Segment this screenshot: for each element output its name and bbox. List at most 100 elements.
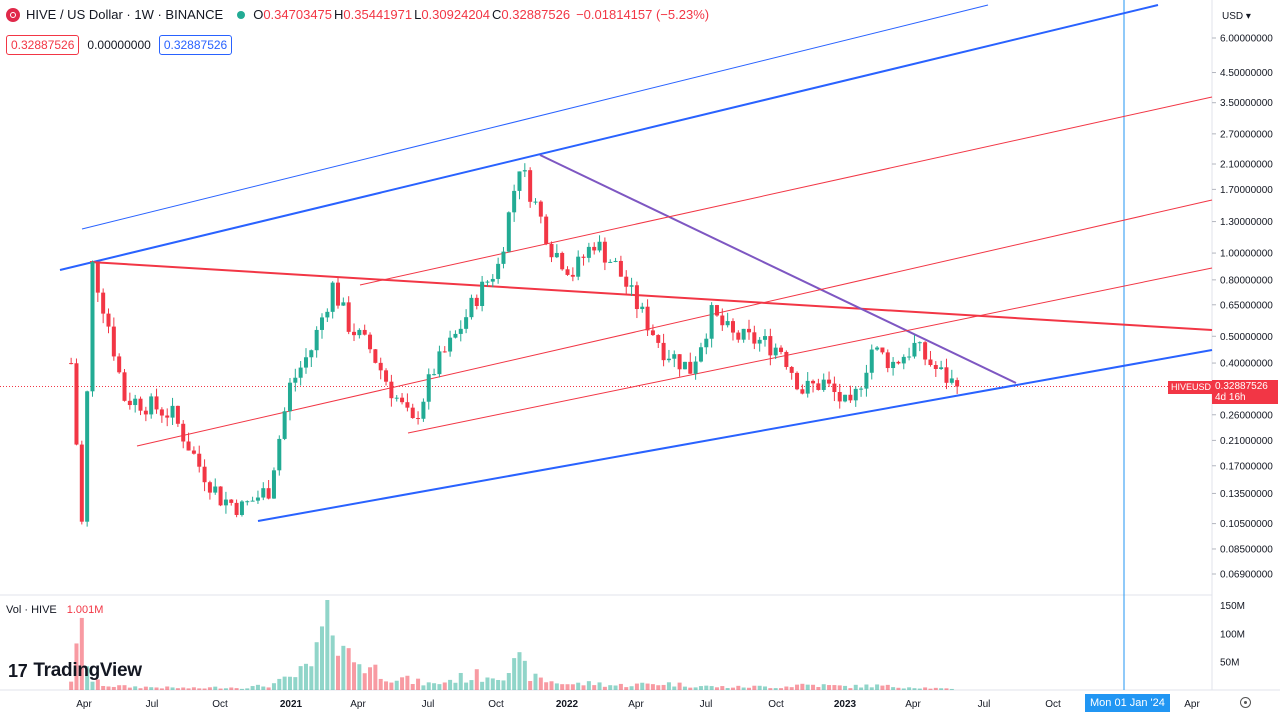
price-tick-label: 0.65000000 [1220, 300, 1273, 311]
candle-body [170, 405, 175, 418]
price-tick-label: 0.17000000 [1220, 461, 1273, 472]
volume-bar [634, 683, 639, 690]
volume-bar [111, 686, 116, 690]
candle-body [800, 389, 805, 394]
value-mid: 0.00000000 [87, 38, 151, 52]
candle-body [928, 359, 933, 366]
candle-body [191, 450, 196, 454]
candle-body [645, 306, 650, 331]
volume-bar [106, 686, 111, 690]
candle-body [624, 276, 629, 287]
volume-bar [261, 686, 266, 690]
candle-body [816, 383, 821, 390]
volume-bar [490, 678, 495, 690]
candle-body [127, 400, 132, 406]
volume-bar [293, 677, 298, 690]
market-open-icon [237, 10, 246, 19]
candle-body [181, 423, 186, 442]
volume-bar [816, 687, 821, 690]
volume-bar [400, 677, 405, 690]
candle-body [469, 297, 474, 318]
volume-bar [907, 687, 912, 690]
time-tick-label: Oct [768, 699, 784, 710]
volume-bar [586, 681, 591, 690]
volume-bar [741, 687, 746, 690]
candle-body [448, 337, 453, 352]
candle-body [805, 380, 810, 394]
settings-gear-icon[interactable] [1240, 697, 1251, 708]
candle-body [421, 401, 426, 419]
candle-body [149, 396, 154, 415]
candle-body [239, 501, 244, 515]
volume-bar [650, 684, 655, 690]
price-tick-label: 1.30000000 [1220, 217, 1273, 228]
volume-bar [191, 687, 196, 690]
volume-bar [159, 688, 164, 690]
candle-body [218, 486, 223, 506]
value-box-red: 0.32887526 [6, 35, 80, 55]
candle-body [245, 501, 250, 503]
volume-value: 1.001M [66, 604, 104, 616]
candle-body [955, 380, 960, 387]
volume-bar [426, 682, 431, 690]
volume-bar [373, 664, 378, 690]
low-value: 0.30924204 [421, 7, 491, 22]
volume-bar [453, 682, 458, 690]
candle-body [784, 351, 789, 367]
candle-body [901, 356, 906, 364]
currency-dropdown[interactable]: USD ▾ [1222, 11, 1251, 22]
volume-bar [896, 687, 901, 690]
candle-body [314, 329, 319, 351]
volume-bar [357, 664, 362, 690]
price-tick-label: 0.50000000 [1220, 332, 1273, 343]
candle-body [378, 362, 383, 371]
bar-countdown: 4d 16h [1215, 392, 1246, 403]
volume-bar [768, 688, 773, 690]
volume-bar [746, 687, 751, 690]
candle-body [266, 488, 271, 499]
volume-bar [319, 626, 324, 690]
volume-bar [891, 687, 896, 690]
volume-bar [69, 681, 74, 690]
candle-body [330, 282, 335, 312]
volume-bar [165, 686, 170, 690]
volume-bar [757, 685, 762, 690]
volume-bar [875, 684, 880, 690]
volume-bar [688, 687, 693, 690]
candle-body [779, 347, 784, 352]
indicator-values: 0.32887526 0.00000000 0.32887526 [6, 35, 233, 55]
volume-bar [309, 666, 314, 690]
candle-body [827, 379, 832, 384]
candle-body [656, 335, 661, 343]
volume-bar [789, 687, 794, 690]
volume-bar [271, 683, 276, 690]
candle-body [293, 377, 298, 383]
volume-bar [394, 680, 399, 690]
candle-body [949, 378, 954, 383]
candle-body [565, 269, 570, 275]
price-tick-label: 0.08500000 [1220, 544, 1273, 555]
candle-body [85, 391, 90, 522]
volume-bar [117, 685, 122, 690]
candle-body [859, 388, 864, 390]
candle-body [837, 392, 842, 402]
candle-body [250, 500, 255, 502]
candle-body [586, 246, 591, 258]
candle-body [832, 383, 837, 393]
candle-body [661, 342, 666, 361]
volume-label: Vol · HIVE [6, 604, 57, 616]
volume-bar [736, 685, 741, 690]
price-tick-label: 0.10500000 [1220, 519, 1273, 530]
volume-bar [730, 687, 735, 690]
symbol-title[interactable]: HIVE / US Dollar · 1W · BINANCE [26, 7, 224, 22]
volume-bar [437, 684, 442, 690]
time-tick-label: Oct [488, 699, 504, 710]
candle-body [533, 201, 538, 203]
tradingview-logo[interactable]: 17 TradingView [8, 660, 142, 682]
candle-body [202, 466, 207, 483]
candle-body [704, 338, 709, 348]
candle-body [576, 256, 581, 277]
volume-bar [677, 682, 682, 690]
